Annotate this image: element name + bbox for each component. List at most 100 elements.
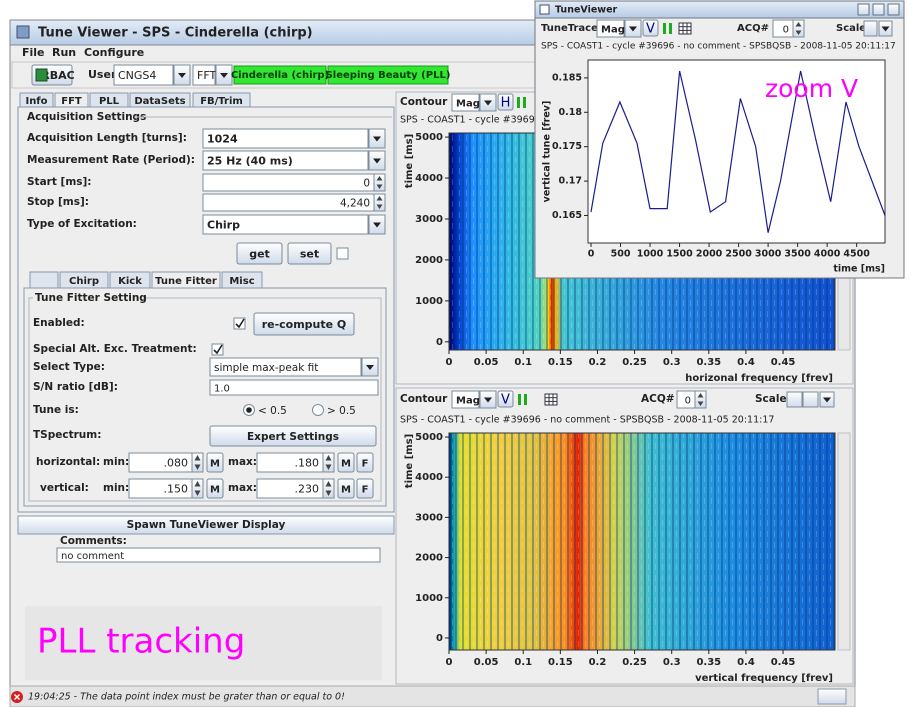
x-tick-label: 0.3 bbox=[663, 357, 681, 368]
y-tick-label: 4000 bbox=[415, 472, 443, 483]
state-pll-label: Sleeping Beauty (PLL) bbox=[326, 70, 451, 81]
number-field[interactable] bbox=[203, 174, 374, 191]
scale-icon[interactable] bbox=[864, 21, 877, 36]
zoom-icon[interactable] bbox=[803, 392, 818, 407]
field-label: Type of Excitation: bbox=[27, 218, 137, 230]
field-label: vertical: bbox=[40, 482, 89, 494]
x-tick-label: 0 bbox=[588, 249, 595, 260]
x-tick-label: 0.15 bbox=[548, 357, 573, 368]
status-message: 19:04:25 - The data point index must be … bbox=[28, 692, 345, 703]
m-button-label: M bbox=[210, 459, 220, 470]
spectrogram-texture bbox=[449, 433, 835, 650]
field-label: Special Alt. Exc. Treatment: bbox=[33, 343, 197, 355]
mag-combo-value: Mag bbox=[456, 396, 480, 407]
state-chirp-label: Cinderella (chirp) bbox=[231, 70, 329, 81]
y-axis-label: time [ms] bbox=[404, 434, 415, 488]
radio-button[interactable] bbox=[313, 405, 324, 416]
number-field-value: .150 bbox=[164, 483, 189, 496]
y-tick-label: 0.165 bbox=[552, 210, 582, 221]
pause-icon bbox=[517, 97, 520, 108]
window-control[interactable] bbox=[873, 4, 884, 15]
field-label: max: bbox=[228, 456, 257, 468]
menu-item[interactable]: Configure bbox=[84, 46, 144, 59]
radio-label: < 0.5 bbox=[258, 405, 287, 417]
radio-label: > 0.5 bbox=[327, 405, 356, 417]
chart-subtitle: SPS - COAST1 - cycle #39696 - no comment… bbox=[541, 42, 896, 52]
screenshot: Tune Viewer - SPS - Cinderella (chirp)Fi… bbox=[0, 0, 914, 707]
status-button[interactable] bbox=[818, 689, 846, 704]
field-label: max: bbox=[228, 482, 257, 494]
user-combo-value: CNGS4 bbox=[118, 69, 156, 82]
acq-label: ACQ# bbox=[641, 393, 675, 405]
pause-icon bbox=[524, 394, 527, 405]
menu-item[interactable]: Run bbox=[52, 46, 76, 59]
x-tick-label: 0 bbox=[446, 357, 453, 368]
tab-label: FB/Trim bbox=[200, 96, 243, 107]
x-tick-label: 1000 bbox=[637, 249, 664, 260]
select-field-value: 1024 bbox=[207, 133, 238, 146]
x-tick-label: 0 bbox=[446, 657, 453, 668]
y-tick-label: 0.185 bbox=[552, 72, 582, 83]
checkbox[interactable] bbox=[337, 248, 348, 259]
tab-label: Info bbox=[25, 96, 47, 107]
m-button-label: M bbox=[341, 485, 351, 496]
acq-field-value: 0 bbox=[685, 396, 691, 407]
table-icon bbox=[679, 23, 691, 34]
group-title: Tune Fitter Setting bbox=[35, 292, 147, 304]
x-axis-label: horizonal frequency [frev] bbox=[685, 373, 833, 384]
window-control[interactable] bbox=[888, 4, 899, 15]
contour-label: Contour bbox=[400, 96, 448, 108]
x-tick-label: 0.4 bbox=[737, 357, 755, 368]
tab[interactable] bbox=[30, 272, 58, 288]
tab-label: Chirp bbox=[69, 276, 99, 287]
plane-button-label: H bbox=[501, 96, 511, 111]
select-field-value: simple max-peak fit bbox=[214, 362, 318, 374]
comments-label: Comments: bbox=[60, 535, 127, 547]
plane-button-label: V bbox=[501, 393, 510, 408]
y-tick-label: 0.17 bbox=[559, 176, 582, 187]
number-field-value: .180 bbox=[295, 457, 320, 470]
y-tick-label: 2000 bbox=[415, 553, 443, 564]
group-title: Acquisition Settings bbox=[27, 111, 146, 123]
y-tick-label: 0 bbox=[436, 337, 443, 348]
inset-title: TuneViewer bbox=[555, 5, 618, 16]
field-label: Acquisition Length [turns]: bbox=[27, 132, 187, 144]
tab-label: PLL bbox=[99, 96, 120, 107]
y-tick-label: 4000 bbox=[415, 173, 443, 184]
y-tick-label: 0.18 bbox=[559, 107, 583, 118]
comments-field-value: no comment bbox=[61, 551, 124, 562]
page: { "window": {"title": "Tune Viewer - SPS… bbox=[0, 0, 914, 707]
x-tick-label: 0.1 bbox=[514, 357, 532, 368]
number-field-value: 4,240 bbox=[340, 198, 370, 210]
number-field-value: 0 bbox=[363, 178, 370, 190]
scale-label: Scale bbox=[836, 23, 866, 34]
menu-item[interactable]: File bbox=[22, 46, 45, 59]
m-button-label: M bbox=[341, 459, 351, 470]
x-axis-label: vertical frequency [frev] bbox=[695, 673, 833, 684]
x-tick-label: 0.45 bbox=[771, 657, 796, 668]
window-control[interactable] bbox=[858, 4, 869, 15]
scale-icon[interactable] bbox=[787, 392, 802, 407]
y-tick-label: 3000 bbox=[415, 214, 443, 225]
select-field-value: 25 Hz (40 ms) bbox=[207, 155, 293, 168]
x-tick-label: 500 bbox=[611, 249, 631, 260]
acq-label: ACQ# bbox=[737, 23, 769, 34]
pause-icon bbox=[518, 394, 521, 405]
spawn-label: Spawn TuneViewer Display bbox=[127, 519, 286, 531]
y-tick-label: 0 bbox=[436, 633, 443, 644]
mag-combo-value: Mag bbox=[601, 25, 625, 36]
x-tick-label: 2500 bbox=[725, 249, 752, 260]
x-tick-label: 0.3 bbox=[663, 657, 681, 668]
x-tick-label: 3500 bbox=[784, 249, 811, 260]
field-label: Stop [ms]: bbox=[27, 196, 89, 208]
y-tick-label: 3000 bbox=[415, 512, 443, 523]
set-button-label: set bbox=[300, 248, 319, 261]
x-tick-label: 0.05 bbox=[474, 357, 499, 368]
expert-button-label: Expert Settings bbox=[247, 431, 339, 443]
x-tick-label: 0.15 bbox=[548, 657, 573, 668]
field-label: Tune is: bbox=[33, 404, 79, 416]
text-field[interactable] bbox=[210, 380, 378, 395]
table-icon bbox=[545, 394, 557, 405]
x-tick-label: 0.4 bbox=[737, 657, 755, 668]
x-tick-label: 0.2 bbox=[589, 357, 607, 368]
